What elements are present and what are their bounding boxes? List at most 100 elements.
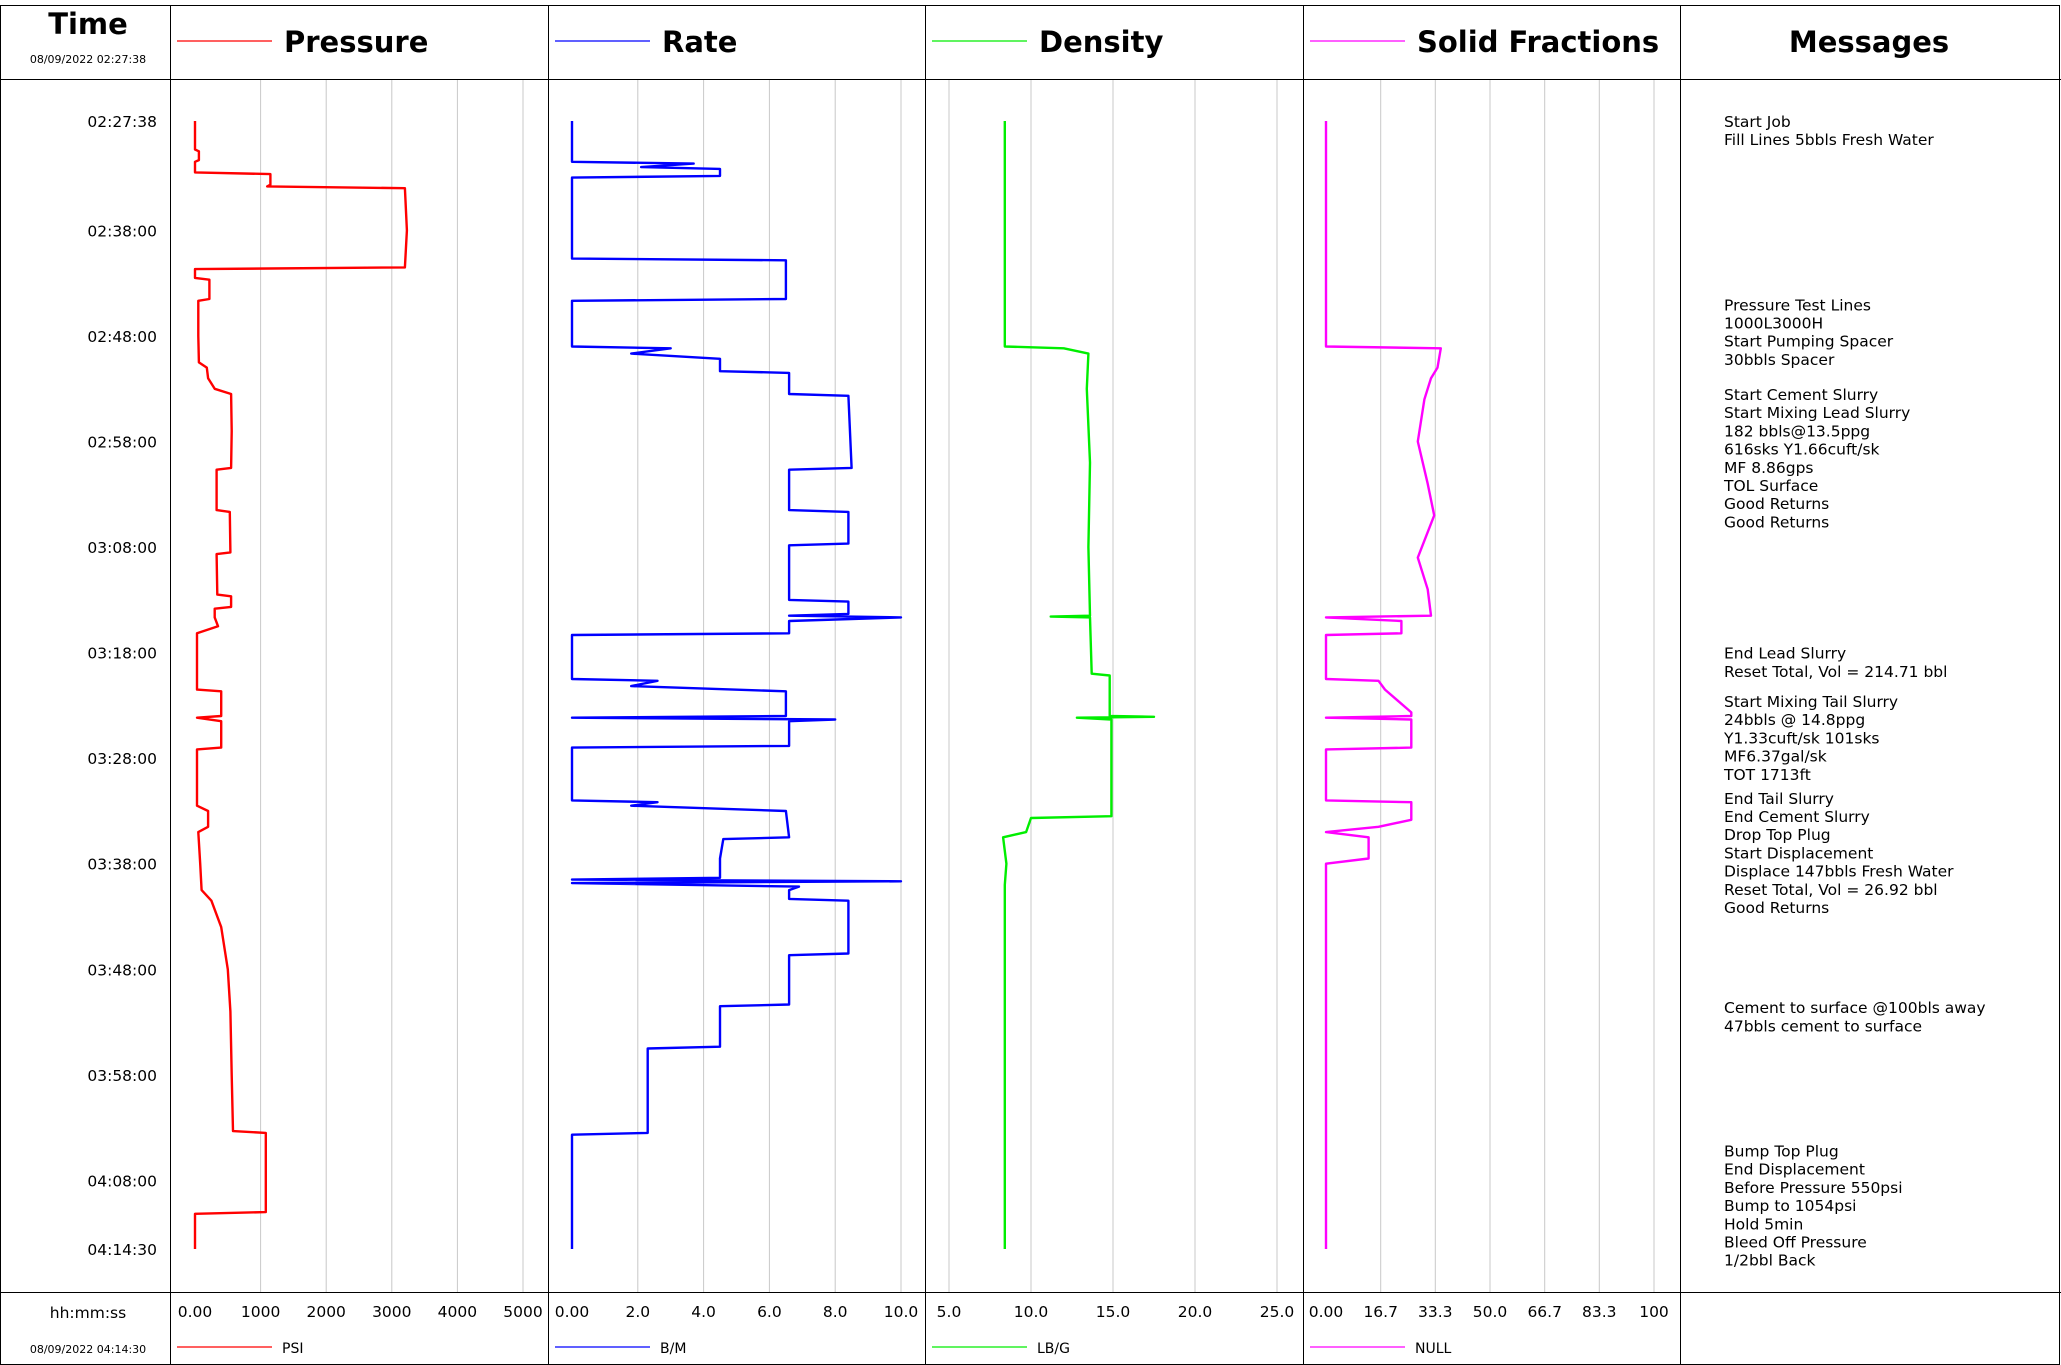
x-tick-label: 6.0 [757,1303,782,1321]
panel-rate: Rate 0.00 2.0 4.0 6.0 8.0 10.0 B/M [555,25,919,1357]
time-header-title: Time [48,7,128,41]
time-unit-label: hh:mm:ss [50,1304,126,1322]
message-line: Start Mixing Tail Slurry [1724,693,1898,711]
panel-title: Density [1039,25,1163,59]
time-tick-label: 04:08:00 [87,1172,157,1190]
x-tick-label: 0.00 [178,1303,213,1321]
message-line: 1000L3000H [1724,315,1823,333]
messages-header-title: Messages [1789,25,1949,59]
time-tick-label: 02:38:00 [87,222,157,240]
series-line [193,121,409,1249]
series-line [570,121,903,1249]
x-tick-label: 8.0 [823,1303,848,1321]
chart-panels: Pressure 0.00 1000 2000 3000 4000 5000 PSI Rate 0… [177,25,1669,1357]
series-line [1324,121,1442,1249]
message-line: 182 bbls@13.5ppg [1724,422,1870,440]
x-tick-label: 83.3 [1582,1303,1617,1321]
message-line: Pressure Test Lines [1724,296,1871,314]
message-line: Bleed Off Pressure [1724,1234,1867,1252]
message-line: Start Displacement [1724,844,1873,862]
message-line: Displace 147bbls Fresh Water [1724,863,1954,881]
time-tick-label: 02:58:00 [87,434,157,452]
x-tick-label: 5.0 [937,1303,962,1321]
x-tick-label: 4.0 [691,1303,716,1321]
time-footer-end-stamp: 08/09/2022 04:14:30 [30,1343,146,1356]
unit-label: LB/G [1037,1341,1070,1357]
message-line: Before Pressure 550psi [1724,1179,1903,1197]
message-line: TOL Surface [1723,477,1818,495]
message-line: Bump to 1054psi [1724,1197,1856,1215]
x-tick-label: 1000 [241,1303,280,1321]
time-tick-label: 02:27:38 [87,113,157,131]
message-line: TOT 1713ft [1723,766,1811,784]
message-line: 24bbls @ 14.8ppg [1724,711,1865,729]
message-line: Cement to surface @100bls away [1724,999,1986,1017]
panel-title: Rate [662,25,737,59]
x-tick-label: 16.7 [1363,1303,1398,1321]
panel-title: Solid Fractions [1417,25,1659,59]
message-line: Start Job [1724,113,1791,131]
message-line: Good Returns [1724,495,1829,513]
message-line: 47bbls cement to surface [1724,1017,1922,1035]
x-tick-label: 100 [1639,1303,1669,1321]
message-line: End Lead Slurry [1724,645,1846,663]
message-line: Start Mixing Lead Slurry [1724,404,1910,422]
message-line: Fill Lines 5bbls Fresh Water [1724,131,1934,149]
x-tick-label: 4000 [438,1303,477,1321]
message-line: Reset Total, Vol = 26.92 bbl [1724,881,1938,899]
x-tick-label: 0.00 [555,1303,590,1321]
time-axis: 02:27:38 02:38:00 02:48:00 02:58:00 03:08:00… [87,113,157,1259]
x-tick-label: 10.0 [1014,1303,1049,1321]
message-line: Drop Top Plug [1724,826,1831,844]
time-tick-label: 03:58:00 [87,1067,157,1085]
x-tick-label: 2000 [306,1303,345,1321]
unit-label: PSI [282,1341,303,1357]
time-tick-label: 02:48:00 [87,328,157,346]
x-tick-label: 33.3 [1418,1303,1453,1321]
message-line: Reset Total, Vol = 214.71 bbl [1724,663,1947,681]
message-line: Start Pumping Spacer [1724,333,1894,351]
x-tick-label: 2.0 [625,1303,650,1321]
time-tick-label: 04:14:30 [87,1241,157,1259]
x-tick-label: 3000 [372,1303,411,1321]
x-tick-label: 20.0 [1178,1303,1213,1321]
panel-solid-fractions: Solid Fractions 0.00 16.7 33.3 50.0 66.7 83.3 1… [1309,25,1669,1357]
message-line: Y1.33cuft/sk 101sks [1723,729,1880,747]
message-line: 30bbls Spacer [1724,351,1835,369]
time-tick-label: 03:08:00 [87,539,157,557]
x-tick-label: 25.0 [1260,1303,1295,1321]
message-line: 616sks Y1.66cuft/sk [1724,441,1880,459]
time-header-start-stamp: 08/09/2022 02:27:38 [30,53,146,66]
time-tick-label: 03:18:00 [87,645,157,663]
unit-label: NULL [1415,1341,1452,1357]
time-tick-label: 03:38:00 [87,856,157,874]
message-line: End Tail Slurry [1724,790,1834,808]
x-tick-label: 15.0 [1096,1303,1131,1321]
time-tick-label: 03:28:00 [87,750,157,768]
message-line: Good Returns [1724,899,1829,917]
message-line: 1/2bbl Back [1724,1252,1816,1270]
panel-title: Pressure [284,25,428,59]
x-tick-label: 5000 [503,1303,542,1321]
message-line: MF 8.86gps [1724,459,1813,477]
message-line: End Cement Slurry [1724,808,1870,826]
time-tick-label: 03:48:00 [87,961,157,979]
x-tick-label: 50.0 [1473,1303,1508,1321]
series-line [1001,121,1156,1249]
x-tick-label: 10.0 [884,1303,919,1321]
message-line: End Displacement [1724,1161,1865,1179]
x-tick-label: 0.00 [1309,1303,1344,1321]
message-line: MF6.37gal/sk [1724,748,1827,766]
message-line: Hold 5min [1724,1215,1803,1233]
x-tick-label: 66.7 [1527,1303,1562,1321]
